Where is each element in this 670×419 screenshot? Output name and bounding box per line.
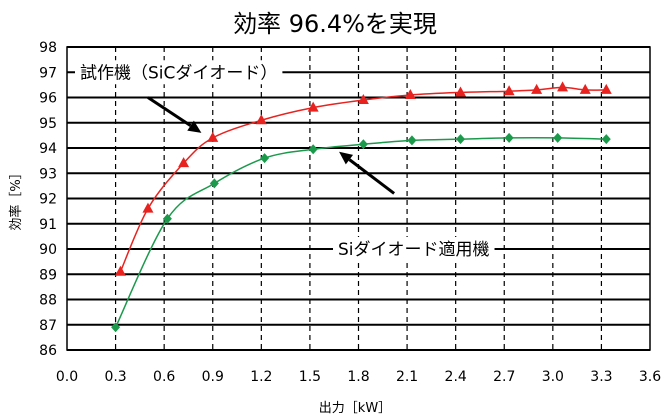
data-point-triangle — [455, 86, 467, 97]
annotation-si-arrowhead — [339, 151, 354, 165]
annotation-si-label: Siダイオード適用機 — [338, 240, 490, 260]
data-point-triangle — [255, 114, 267, 125]
data-point-diamond — [553, 132, 563, 143]
y-tick-label: 86 — [39, 343, 57, 359]
series-0 — [114, 81, 612, 276]
x-tick-label: 2.1 — [396, 369, 418, 385]
x-tick-label: 3.0 — [542, 369, 564, 385]
data-point-diamond — [111, 322, 121, 333]
data-point-diamond — [504, 132, 514, 143]
x-tick-label: 1.2 — [250, 369, 272, 385]
x-tick-label: 1.5 — [299, 369, 321, 385]
data-point-diamond — [407, 135, 417, 146]
y-tick-label: 89 — [39, 267, 57, 283]
data-point-diamond — [209, 178, 219, 189]
data-point-triangle — [404, 88, 416, 99]
y-tick-label: 94 — [39, 141, 57, 157]
data-point-triangle — [114, 265, 126, 276]
data-point-diamond — [456, 134, 466, 145]
annotation-si-background — [333, 237, 495, 261]
x-tick-label: 1.8 — [347, 369, 369, 385]
y-tick-label: 98 — [39, 40, 57, 56]
y-tick-label: 97 — [39, 65, 57, 81]
x-tick-label: 3.6 — [639, 369, 661, 385]
annotation-sic-arrow — [147, 96, 192, 127]
x-tick-label: 0.0 — [56, 369, 78, 385]
data-point-diamond — [162, 213, 172, 224]
annotation-sic-arrowhead — [187, 120, 202, 133]
x-tick-label: 0.9 — [202, 369, 224, 385]
x-tick-label: 0.3 — [104, 369, 126, 385]
x-tick-label: 0.6 — [153, 369, 175, 385]
y-axis-label: 効率［%］ — [8, 166, 24, 230]
data-point-triangle — [357, 94, 369, 105]
x-axis-label: 出力［kW］ — [319, 401, 391, 416]
x-tick-label: 3.3 — [590, 369, 612, 385]
series-1 — [111, 132, 611, 333]
y-tick-label: 87 — [39, 318, 57, 334]
plot-frame — [66, 46, 651, 351]
data-point-triangle — [178, 157, 190, 168]
y-axis-ticks: 86 87 88 89 90 91 92 93 94 95 96 97 98 — [39, 40, 57, 359]
data-point-diamond — [260, 153, 270, 164]
x-tick-label: 2.4 — [445, 369, 467, 385]
y-tick-label: 90 — [39, 242, 57, 258]
data-point-diamond — [601, 134, 611, 145]
annotation-sic-label: 試作機（SiCダイオード） — [80, 63, 277, 83]
data-point-triangle — [142, 202, 154, 213]
x-axis-ticks: 0.0 0.3 0.6 0.9 1.2 1.5 1.8 2.1 2.4 2.7 3.0 3.3 3.6 — [56, 369, 661, 385]
data-point-triangle — [600, 83, 612, 94]
y-tick-label: 92 — [39, 192, 57, 208]
annotations: 試作機（SiCダイオード） Siダイオード適用機 — [75, 60, 495, 261]
data-point-triangle — [531, 83, 543, 94]
x-tick-label: 2.7 — [493, 369, 515, 385]
data-point-triangle — [503, 85, 515, 96]
chart-title: 効率 96.4%を実現 — [233, 10, 437, 38]
y-tick-label: 91 — [39, 217, 57, 233]
annotation-sic-background — [75, 60, 283, 85]
data-point-diamond — [308, 144, 318, 155]
annotation-si-arrow — [348, 158, 396, 195]
y-tick-label: 95 — [39, 116, 57, 132]
data-point-triangle — [557, 81, 569, 92]
y-tick-label: 96 — [39, 91, 57, 107]
data-point-triangle — [207, 131, 219, 142]
data-point-diamond — [358, 139, 368, 150]
data-point-triangle — [307, 101, 319, 112]
data-point-triangle — [579, 83, 591, 94]
y-tick-label: 88 — [39, 293, 57, 309]
y-tick-label: 93 — [39, 166, 57, 182]
series-layer — [111, 81, 612, 333]
